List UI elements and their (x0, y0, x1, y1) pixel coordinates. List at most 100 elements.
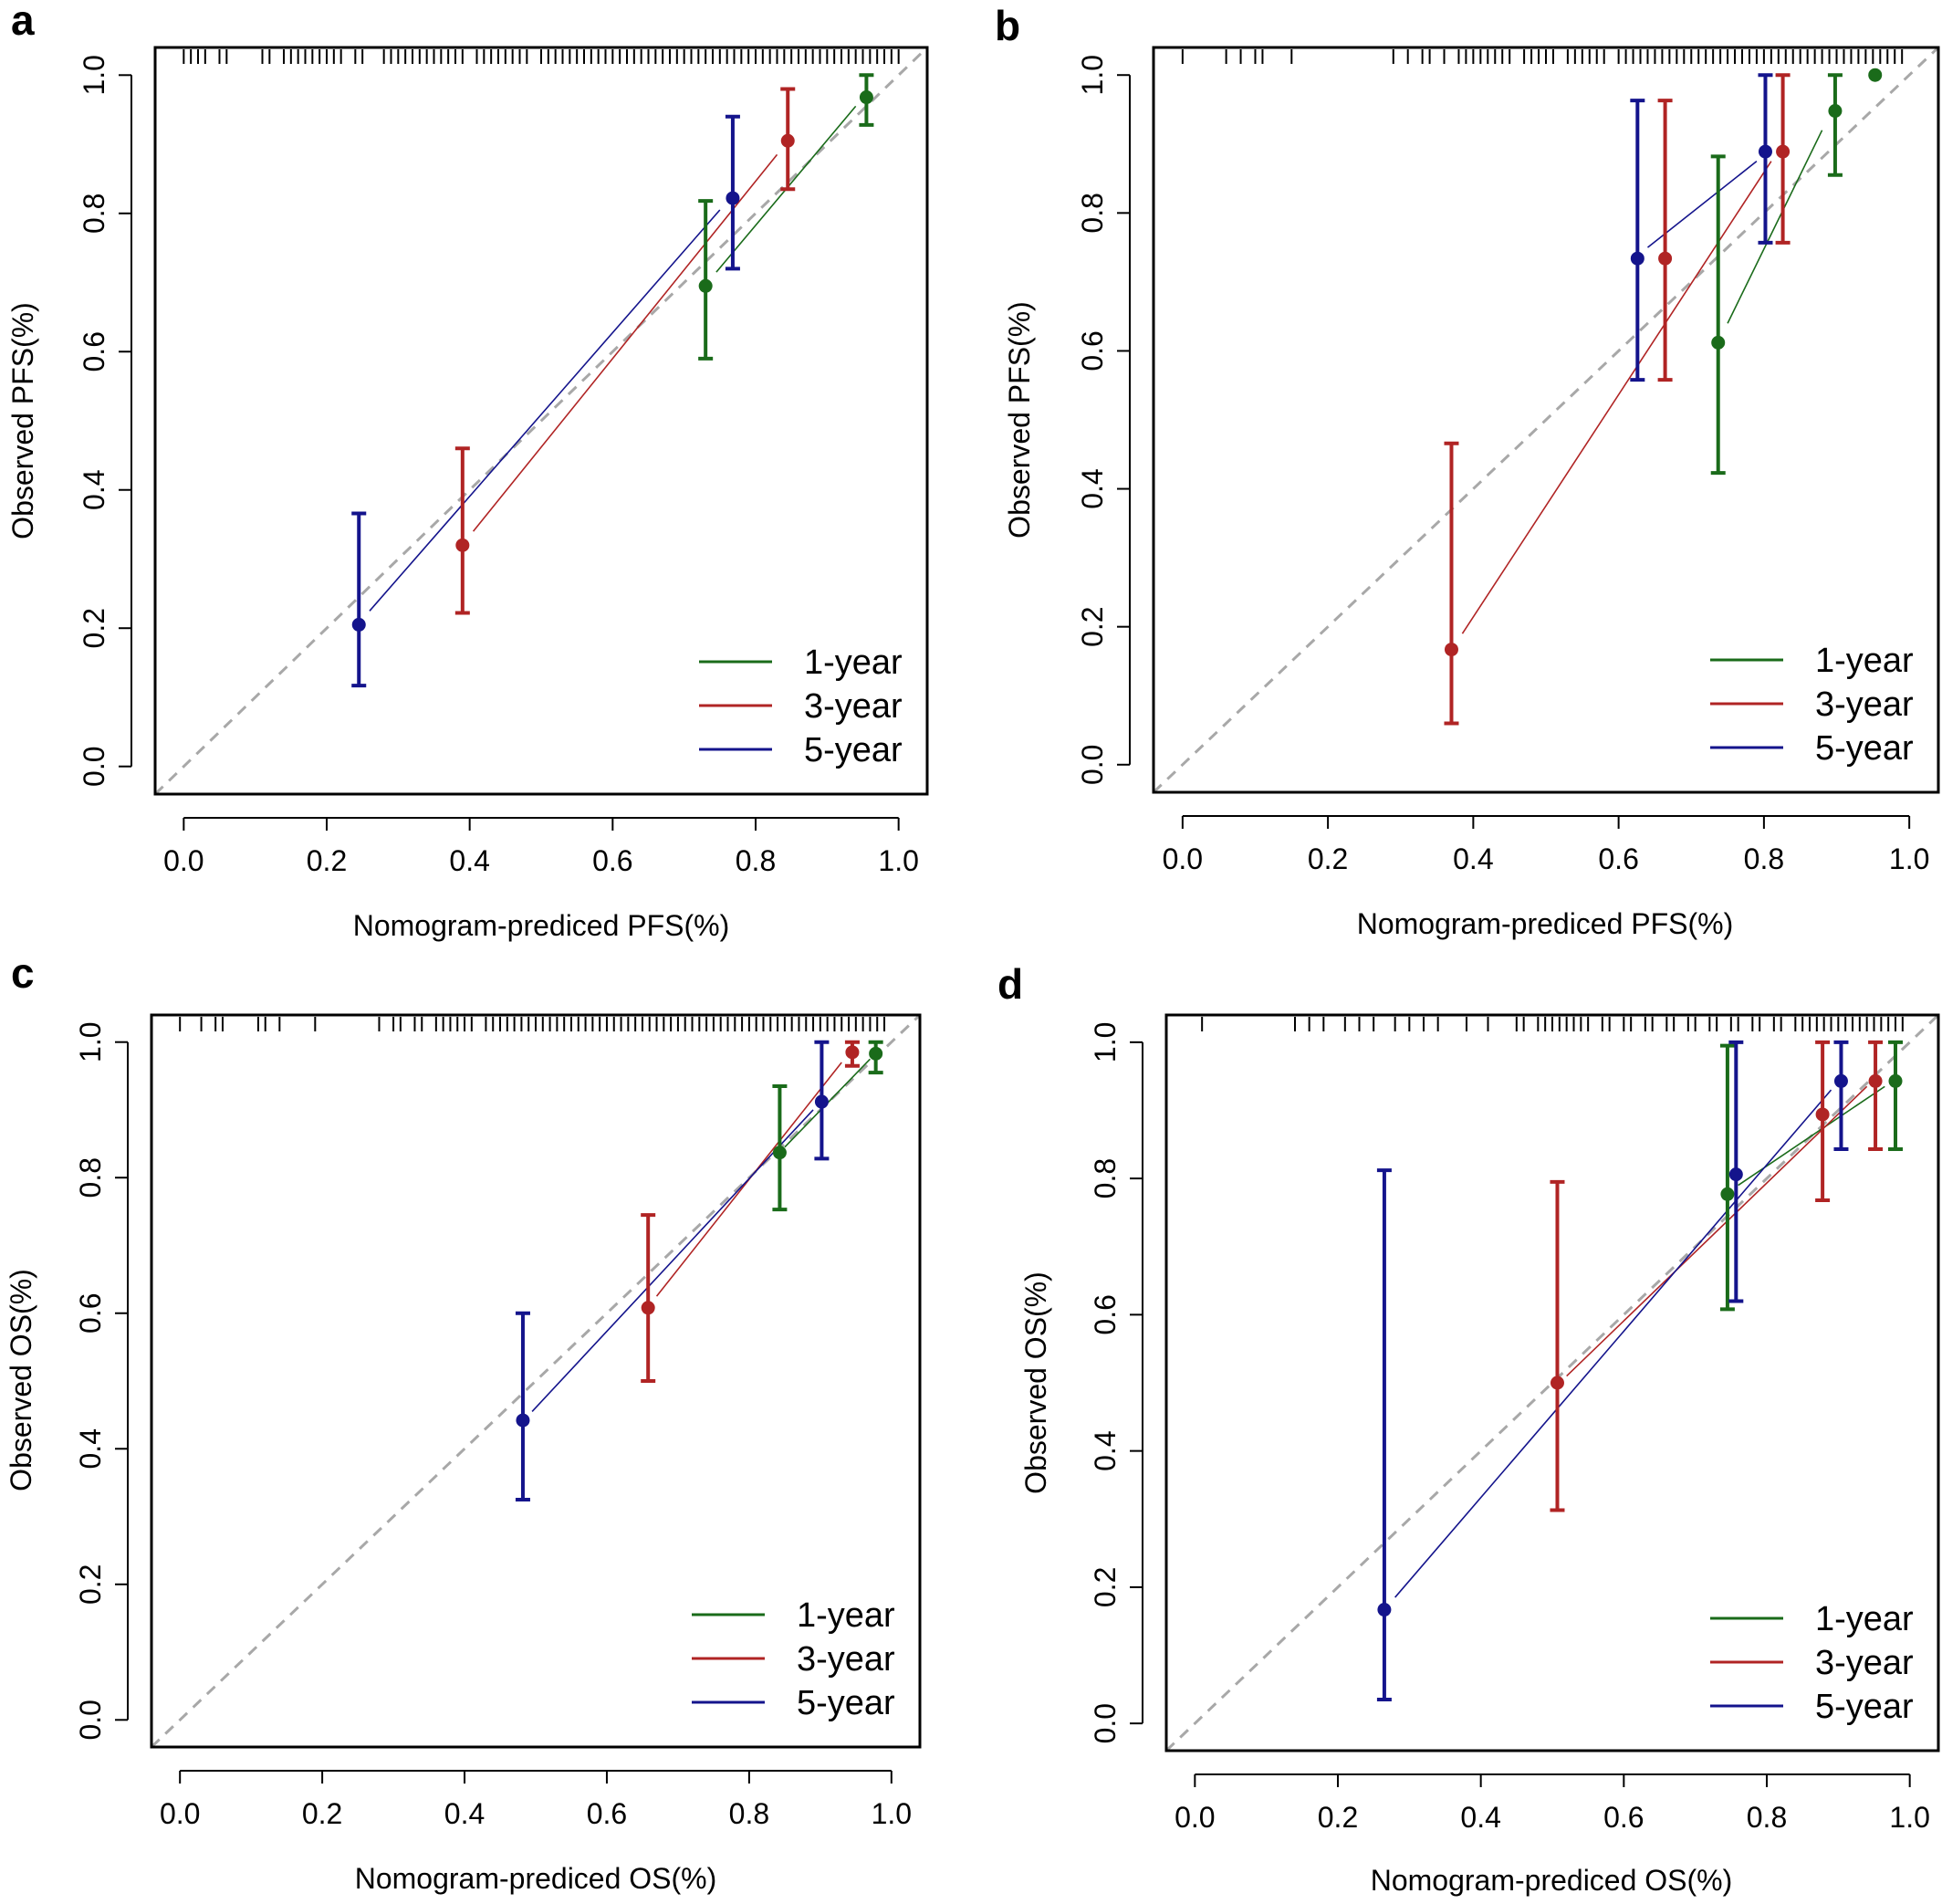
x-tick-label: 0.6 (1603, 1801, 1644, 1834)
y-tick-label: 0.8 (1076, 193, 1109, 233)
y-tick-label: 0.2 (1089, 1567, 1122, 1607)
x-tick-label: 0.6 (1598, 842, 1638, 875)
legend-label: 1-year (797, 1596, 895, 1635)
legend-label: 1-year (804, 643, 903, 682)
x-tick-label: 1.0 (872, 1797, 912, 1830)
panel-label: c (11, 949, 35, 997)
x-tick-label: 1.0 (878, 844, 918, 877)
panel-label: a (11, 0, 35, 44)
ideal-reference-line (1152, 46, 1940, 794)
data-point (1815, 1107, 1830, 1122)
y-tick-label: 0.4 (74, 1428, 107, 1469)
x-axis-label: Nomogram-prediced PFS(%) (353, 909, 730, 942)
x-tick-label: 0.4 (1453, 842, 1493, 875)
y-axis-label: Observed OS(%) (5, 1269, 37, 1491)
y-axis-label: Observed PFS(%) (6, 302, 39, 539)
data-point (1828, 104, 1843, 119)
data-point (1728, 1167, 1743, 1182)
panel-c: c 0.0 0.2 0.4 0.6 0.8 1.0 0.0 0.2 0.4 0.6 0.8 1.0 1-… (5, 949, 922, 1895)
x-tick-label: 0.6 (587, 1797, 627, 1830)
legend-label: 5-year (797, 1684, 895, 1722)
legend-label: 1-year (1815, 642, 1914, 680)
data-point (845, 1045, 860, 1060)
x-axis-label: Nomogram-prediced OS(%) (355, 1862, 717, 1895)
data-point (698, 278, 713, 293)
y-tick-label: 0.2 (78, 608, 110, 648)
y-tick-label: 0.6 (1076, 330, 1109, 371)
x-tick-label: 0.8 (1744, 842, 1784, 875)
x-tick-label: 0.0 (1175, 1801, 1215, 1834)
data-point (869, 1046, 883, 1061)
data-point (1630, 251, 1644, 266)
data-point (1720, 1187, 1735, 1201)
y-tick-label: 1.0 (1076, 55, 1109, 95)
x-tick-label: 0.8 (736, 844, 776, 877)
legend-label: 3-year (1815, 685, 1914, 724)
legend-label: 5-year (804, 731, 903, 769)
y-tick-label: 0.2 (1076, 606, 1109, 646)
calibration-fit-line (369, 209, 721, 612)
y-tick-label: 0.8 (74, 1157, 107, 1198)
y-tick-label: 0.4 (1076, 468, 1109, 508)
x-tick-label: 1.0 (1889, 842, 1929, 875)
plot-area: 0.0 0.2 0.4 0.6 0.8 1.0 0.0 0.2 0.4 0.6 0.8 1.0 1-ye… (74, 1013, 922, 1830)
legend-label: 3-year (1815, 1644, 1914, 1682)
y-tick-label: 1.0 (74, 1021, 107, 1062)
y-tick-label: 0.0 (78, 746, 110, 786)
panel-a: a 0.0 0.2 0.4 0.6 0.8 1.0 0.0 0.2 0.4 0.6 0.8 1.0 1-… (6, 0, 929, 942)
panel-d: d 0.0 0.2 0.4 0.6 0.8 1.0 0.0 0.2 0.4 0.6 0.8 1.0 1-… (997, 960, 1940, 1897)
data-point (772, 1146, 787, 1160)
data-point (516, 1413, 530, 1428)
x-tick-label: 0.2 (302, 1797, 342, 1830)
y-tick-label: 0.4 (78, 469, 110, 509)
data-point (1868, 1073, 1883, 1088)
x-tick-label: 0.8 (729, 1797, 769, 1830)
plot-frame (1152, 46, 1940, 794)
x-tick-label: 0.2 (1318, 1801, 1358, 1834)
y-tick-label: 0.8 (1089, 1158, 1122, 1198)
data-point (1758, 144, 1772, 159)
data-point (859, 90, 873, 105)
data-point (1658, 251, 1673, 266)
plot-area: 0.0 0.2 0.4 0.6 0.8 1.0 0.0 0.2 0.4 0.6 0.8 1.0 1-ye… (1089, 1013, 1940, 1834)
y-tick-label: 1.0 (1089, 1022, 1122, 1062)
y-tick-label: 0.0 (1076, 745, 1109, 785)
calibration-fit-line (1566, 1085, 1868, 1377)
x-tick-label: 0.4 (449, 844, 489, 877)
calibration-fit-line (1727, 130, 1823, 324)
data-point (1377, 1603, 1392, 1617)
x-tick-label: 0.6 (592, 844, 632, 877)
y-tick-label: 0.0 (1089, 1703, 1122, 1743)
plot-frame (150, 1013, 922, 1749)
y-tick-label: 0.6 (74, 1292, 107, 1333)
legend-label: 3-year (804, 687, 903, 726)
plot-area: 0.0 0.2 0.4 0.6 0.8 1.0 0.0 0.2 0.4 0.6 0.8 1.0 1-ye… (1076, 46, 1940, 875)
y-axis-label: Observed PFS(%) (1003, 301, 1036, 539)
y-axis-label: Observed OS(%) (1019, 1271, 1052, 1494)
panel-label: b (995, 2, 1020, 49)
plot-frame (1164, 1013, 1940, 1752)
y-tick-label: 0.0 (74, 1700, 107, 1740)
y-tick-label: 0.6 (78, 331, 110, 371)
ideal-reference-line (153, 46, 929, 796)
data-point (1833, 1073, 1848, 1088)
x-tick-label: 0.4 (1460, 1801, 1500, 1834)
x-tick-label: 0.0 (163, 844, 204, 877)
data-point (1868, 68, 1883, 82)
data-point (814, 1094, 829, 1109)
y-tick-label: 0.2 (74, 1564, 107, 1605)
x-tick-label: 0.0 (1163, 842, 1203, 875)
panel-b: b 0.0 0.2 0.4 0.6 0.8 1.0 0.0 0.2 0.4 0.6 0.8 1.0 1-… (995, 2, 1940, 940)
legend-label: 1-year (1815, 1600, 1914, 1638)
data-point (351, 617, 366, 632)
y-tick-label: 1.0 (78, 55, 110, 95)
calibration-fit-line (472, 153, 778, 532)
data-point (726, 191, 740, 205)
plot-area: 0.0 0.2 0.4 0.6 0.8 1.0 0.0 0.2 0.4 0.6 0.8 1.0 1-ye… (78, 46, 929, 877)
data-point (455, 538, 470, 552)
x-tick-label: 0.8 (1747, 1801, 1787, 1834)
y-tick-label: 0.4 (1089, 1430, 1122, 1470)
data-point (1550, 1376, 1564, 1390)
legend-label: 5-year (1815, 1688, 1914, 1726)
